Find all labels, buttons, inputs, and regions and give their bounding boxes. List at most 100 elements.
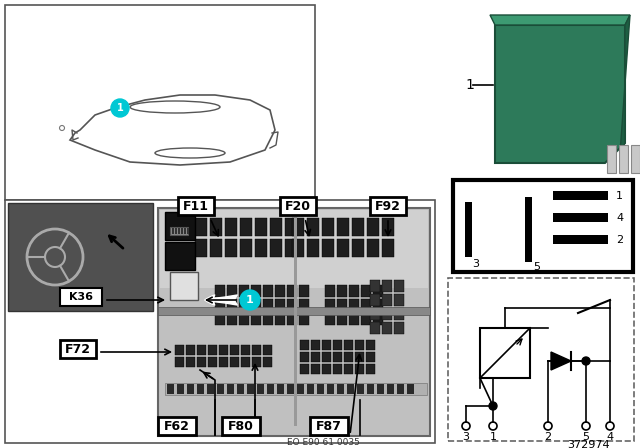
Bar: [210, 218, 222, 236]
Bar: [227, 299, 237, 311]
Bar: [215, 299, 225, 311]
Bar: [287, 384, 294, 394]
Bar: [297, 384, 304, 394]
Bar: [367, 239, 379, 257]
Text: F62: F62: [164, 419, 190, 432]
Bar: [287, 313, 297, 325]
Bar: [407, 384, 414, 394]
Text: F80: F80: [228, 419, 254, 432]
Bar: [382, 322, 392, 334]
Bar: [322, 239, 334, 257]
Bar: [333, 340, 342, 350]
Bar: [382, 239, 394, 257]
Bar: [241, 345, 250, 355]
Bar: [366, 364, 375, 374]
Bar: [311, 340, 320, 350]
Text: 372974: 372974: [568, 440, 610, 448]
Bar: [322, 340, 331, 350]
Text: 1: 1: [616, 191, 623, 201]
Bar: [195, 218, 207, 236]
Bar: [325, 285, 335, 297]
Bar: [355, 364, 364, 374]
Bar: [252, 357, 261, 367]
Bar: [361, 285, 371, 297]
Bar: [344, 352, 353, 362]
Bar: [239, 313, 249, 325]
Bar: [60, 288, 102, 306]
Text: 2: 2: [616, 235, 623, 245]
Bar: [8, 203, 153, 311]
Bar: [619, 145, 628, 173]
Bar: [275, 313, 285, 325]
Bar: [382, 218, 394, 236]
Bar: [222, 417, 260, 435]
Bar: [366, 352, 375, 362]
Bar: [195, 239, 207, 257]
Bar: [270, 239, 282, 257]
Bar: [344, 340, 353, 350]
Bar: [197, 384, 204, 394]
Bar: [322, 352, 331, 362]
Bar: [241, 357, 250, 367]
Bar: [300, 364, 309, 374]
Bar: [394, 294, 404, 306]
Bar: [553, 235, 608, 244]
Bar: [349, 285, 359, 297]
Bar: [287, 299, 297, 311]
Bar: [337, 239, 349, 257]
Bar: [263, 285, 273, 297]
Bar: [307, 218, 319, 236]
Bar: [325, 299, 335, 311]
Text: 4: 4: [616, 213, 623, 223]
Bar: [299, 285, 309, 297]
Bar: [227, 285, 237, 297]
Bar: [5, 200, 435, 443]
Bar: [337, 299, 347, 311]
Bar: [352, 239, 364, 257]
Bar: [210, 239, 222, 257]
Text: 2: 2: [545, 432, 552, 442]
Bar: [285, 218, 297, 236]
Bar: [158, 208, 430, 436]
Bar: [553, 213, 608, 222]
Bar: [370, 280, 380, 292]
Bar: [247, 384, 254, 394]
Bar: [270, 218, 282, 236]
Bar: [237, 384, 244, 394]
Bar: [60, 340, 96, 358]
Bar: [465, 202, 472, 257]
Bar: [448, 278, 634, 441]
Bar: [382, 294, 392, 306]
Text: 5: 5: [582, 432, 589, 442]
Bar: [361, 299, 371, 311]
Text: 1: 1: [116, 103, 124, 113]
Bar: [275, 299, 285, 311]
Polygon shape: [620, 15, 630, 153]
Bar: [251, 299, 261, 311]
Bar: [299, 313, 309, 325]
Bar: [197, 345, 206, 355]
Bar: [382, 308, 392, 320]
Bar: [267, 384, 274, 394]
Bar: [333, 352, 342, 362]
Bar: [287, 285, 297, 297]
Bar: [294, 218, 297, 426]
Circle shape: [111, 99, 129, 117]
Bar: [225, 239, 237, 257]
Bar: [240, 239, 252, 257]
Bar: [322, 364, 331, 374]
Bar: [344, 364, 353, 374]
Bar: [373, 299, 383, 311]
Bar: [300, 340, 309, 350]
Bar: [292, 218, 304, 236]
Bar: [263, 345, 272, 355]
Bar: [382, 280, 392, 292]
Circle shape: [582, 357, 590, 365]
Bar: [239, 285, 249, 297]
Bar: [208, 357, 217, 367]
Circle shape: [489, 402, 497, 410]
Bar: [186, 357, 195, 367]
Text: 3: 3: [463, 432, 470, 442]
Bar: [175, 345, 184, 355]
Bar: [197, 357, 206, 367]
